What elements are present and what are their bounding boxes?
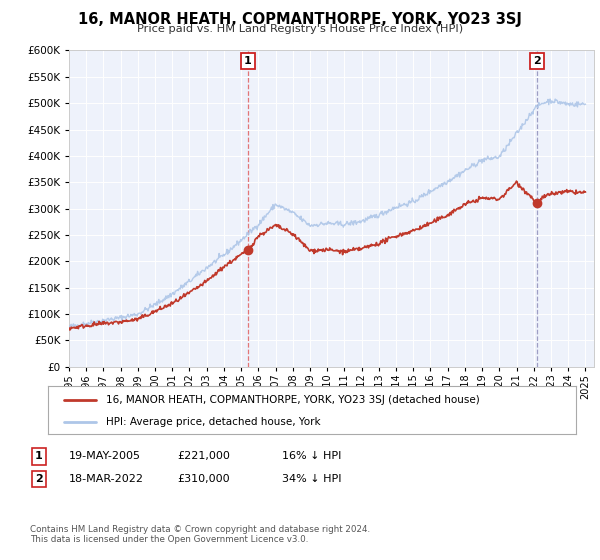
Text: HPI: Average price, detached house, York: HPI: Average price, detached house, York [106, 417, 321, 427]
Text: 16, MANOR HEATH, COPMANTHORPE, YORK, YO23 3SJ: 16, MANOR HEATH, COPMANTHORPE, YORK, YO2… [78, 12, 522, 27]
Text: 16% ↓ HPI: 16% ↓ HPI [282, 451, 341, 461]
Text: £310,000: £310,000 [177, 474, 230, 484]
Text: 1: 1 [244, 56, 251, 66]
Text: 19-MAY-2005: 19-MAY-2005 [69, 451, 141, 461]
Text: 18-MAR-2022: 18-MAR-2022 [69, 474, 144, 484]
Text: 34% ↓ HPI: 34% ↓ HPI [282, 474, 341, 484]
Text: 2: 2 [533, 56, 541, 66]
Text: Contains HM Land Registry data © Crown copyright and database right 2024.: Contains HM Land Registry data © Crown c… [30, 525, 370, 534]
Text: 2: 2 [35, 474, 43, 484]
Text: 1: 1 [35, 451, 43, 461]
Text: 16, MANOR HEATH, COPMANTHORPE, YORK, YO23 3SJ (detached house): 16, MANOR HEATH, COPMANTHORPE, YORK, YO2… [106, 395, 480, 405]
Text: This data is licensed under the Open Government Licence v3.0.: This data is licensed under the Open Gov… [30, 535, 308, 544]
Text: £221,000: £221,000 [177, 451, 230, 461]
Text: Price paid vs. HM Land Registry's House Price Index (HPI): Price paid vs. HM Land Registry's House … [137, 24, 463, 34]
